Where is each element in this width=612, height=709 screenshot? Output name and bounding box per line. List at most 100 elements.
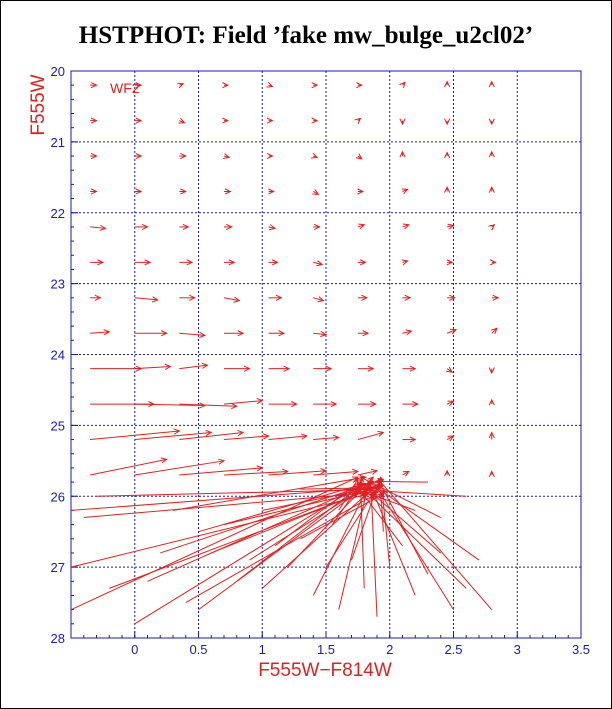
vector-arrow xyxy=(378,490,385,532)
vector-arrow xyxy=(266,152,274,160)
vector-arrow xyxy=(223,296,241,303)
vector-arrow xyxy=(444,151,451,159)
vector-arrow xyxy=(90,188,98,195)
x-tick-label: 2.5 xyxy=(444,642,462,657)
vector-arrow xyxy=(357,482,467,589)
x-tick-label: 3.5 xyxy=(572,642,590,657)
vector-arrow xyxy=(402,223,410,230)
vector-arrow xyxy=(446,435,455,442)
vector-arrow xyxy=(359,476,441,518)
vector-arrow xyxy=(223,398,264,405)
vector-arrow xyxy=(224,365,251,372)
vector-arrow xyxy=(90,224,107,231)
vector-arrow xyxy=(179,402,238,410)
vector-arrow xyxy=(488,80,495,88)
vector-arrow xyxy=(377,478,493,610)
vector-arrow xyxy=(178,117,186,124)
vector-arrow xyxy=(90,329,111,336)
vector-arrow xyxy=(223,153,231,160)
vector-arrow xyxy=(268,433,309,441)
vector-arrow xyxy=(134,330,168,337)
vector-arrow xyxy=(446,400,455,407)
y-tick-label: 21 xyxy=(51,135,65,150)
vector-arrow xyxy=(488,224,496,231)
vector-arrow xyxy=(401,259,409,266)
vector-arrow xyxy=(134,117,143,124)
vector-arrow xyxy=(198,491,359,611)
vector-arrow xyxy=(374,478,429,485)
vector-arrow xyxy=(90,259,105,266)
vector-arrow xyxy=(222,82,229,89)
vector-arrow xyxy=(224,223,233,230)
vector-arrow xyxy=(266,81,274,88)
vector-arrow xyxy=(402,294,412,301)
vector-arrow xyxy=(446,366,454,373)
vector-arrow xyxy=(311,82,319,89)
vector-arrow xyxy=(311,117,319,124)
x-tick-label: 1 xyxy=(259,642,266,657)
y-tick-label: 27 xyxy=(51,560,65,575)
vector-arrow xyxy=(90,365,143,372)
vector-arrow xyxy=(90,152,98,160)
vector-arrow xyxy=(488,118,495,126)
vector-arrow xyxy=(268,365,291,372)
vector-arrow xyxy=(375,484,454,610)
vector-arrow xyxy=(90,117,98,124)
vector-arrow xyxy=(364,486,442,554)
vector-arrow xyxy=(444,469,451,477)
x-axis-label: F555W−F814W xyxy=(258,660,392,681)
y-tick-label: 26 xyxy=(51,489,65,504)
vector-arrow xyxy=(224,330,245,337)
vector-arrow xyxy=(224,259,236,266)
x-tick-label: 1.5 xyxy=(317,642,335,657)
vector-arrow xyxy=(488,398,495,406)
vector-arrow xyxy=(446,259,454,266)
vector-arrow xyxy=(90,82,98,89)
vector-arrow xyxy=(109,484,382,589)
vector-arrow xyxy=(488,470,495,478)
vector-arrow xyxy=(222,117,229,124)
y-tick-label: 24 xyxy=(51,348,65,363)
vector-arrow xyxy=(357,294,368,301)
vector-arrow xyxy=(268,188,275,195)
y-tick-label: 23 xyxy=(51,277,65,292)
vector-arrow xyxy=(70,476,359,611)
vector-arrow xyxy=(179,331,207,338)
vector-arrow xyxy=(444,80,451,88)
vector-arrow xyxy=(488,431,495,440)
vector-arrow xyxy=(268,224,277,231)
vector-arrow xyxy=(313,260,324,267)
vector-arrow xyxy=(90,457,168,476)
x-tick-label: 2 xyxy=(386,642,393,657)
vector-arrow xyxy=(488,367,495,375)
vector-arrow xyxy=(357,188,365,195)
vector-arrow xyxy=(444,186,451,193)
vector-arrow xyxy=(134,363,172,370)
vector-arrow xyxy=(311,152,319,159)
vector-arrow xyxy=(488,150,495,158)
vector-arrow xyxy=(262,483,385,511)
vector-arrow xyxy=(268,330,286,337)
vector-arrow xyxy=(179,259,194,266)
vector-arrow xyxy=(402,329,413,336)
vector-arrow xyxy=(444,118,451,126)
vector-arrow xyxy=(338,478,359,511)
vector-arrow xyxy=(313,223,321,230)
vector-arrow xyxy=(268,259,279,266)
vector-arrow xyxy=(490,327,498,335)
field-tag: WF2 xyxy=(110,80,140,96)
ticks: 0 0.5 1 1.5 2 2.5 3 3.5 20 21 22 23 24 25 26 27 28 xyxy=(51,64,591,657)
vector-arrow xyxy=(356,82,363,89)
vector-arrow xyxy=(223,433,270,441)
vector-arrow xyxy=(399,118,406,126)
vector-arrow xyxy=(312,189,320,195)
vector-arrow xyxy=(357,365,375,372)
vector-arrow xyxy=(313,365,333,372)
vector-arrow xyxy=(382,488,429,575)
vector-arrow xyxy=(357,430,385,441)
vector-arrow xyxy=(224,188,232,195)
vector-arrow xyxy=(369,493,416,511)
vector-arrow xyxy=(134,223,149,230)
y-tick-label: 25 xyxy=(51,418,65,433)
x-tick-label: 0.5 xyxy=(189,642,207,657)
